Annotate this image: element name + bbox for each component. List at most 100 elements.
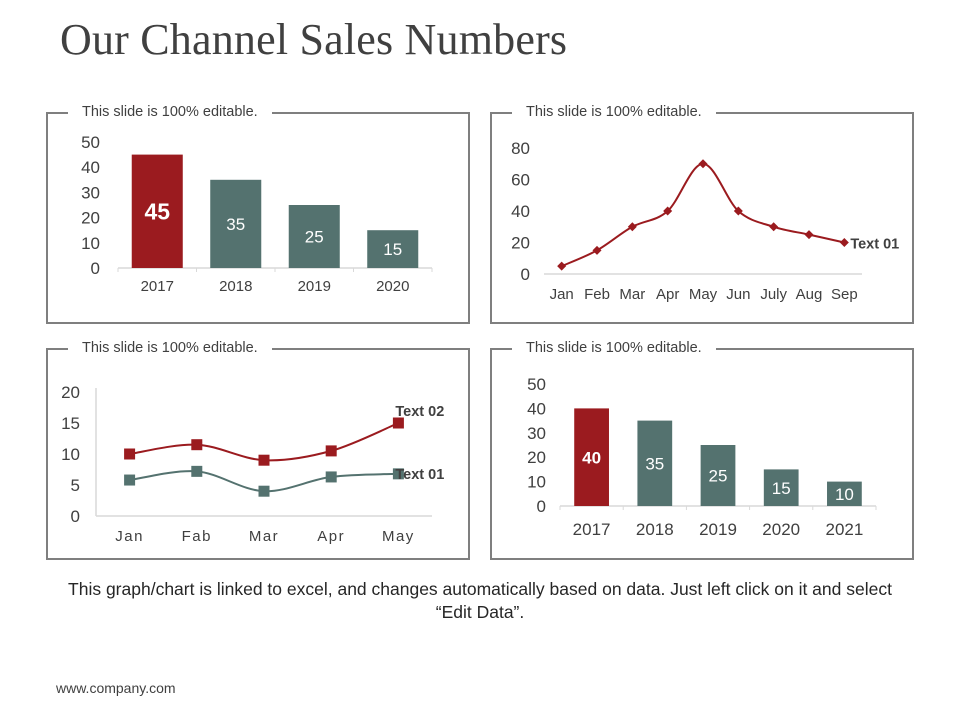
data-point: [663, 206, 673, 216]
x-tick-label: 2020: [762, 520, 800, 539]
x-tick-label: 2021: [825, 520, 863, 539]
data-point: [557, 261, 567, 271]
y-tick-label: 40: [527, 399, 546, 418]
data-point: [191, 465, 203, 477]
x-tick-label: 2017: [573, 520, 611, 539]
data-point: [769, 222, 779, 232]
x-tick-label: Jan: [115, 528, 144, 545]
panel-label: This slide is 100% editable.: [68, 103, 272, 121]
bar: [288, 205, 340, 268]
x-tick-label: 2018: [219, 278, 252, 295]
series-line: [561, 162, 845, 268]
x-tick-label: July: [760, 286, 787, 303]
bar-chart-panel-4[interactable]: This slide is 100% editable. 0 10 20 30 40 50…: [490, 339, 916, 562]
y-tick-label: 5: [71, 476, 80, 495]
data-point: [392, 417, 404, 429]
data-point: [627, 222, 637, 232]
y-tick-label: 40: [81, 158, 100, 177]
x-tick-label: Apr: [656, 286, 679, 303]
y-tick-label: 40: [511, 202, 530, 221]
x-tick-label: Sep: [831, 286, 858, 303]
bar-data-label: 35: [226, 215, 245, 234]
y-tick-label: 10: [527, 473, 546, 492]
bar-data-label: 15: [383, 240, 402, 259]
y-tick-label: 0: [71, 507, 80, 526]
x-tick-label: May: [689, 286, 718, 303]
line-chart-2[interactable]: 0 20 40 60 80 Jan Feb Mar Apr May Jun July Aug Sep Tex…: [492, 114, 916, 326]
y-tick-label: 0: [537, 497, 546, 516]
data-point: [839, 238, 849, 247]
line-chart-3[interactable]: 0 5 10 15 20 Jan Fab Mar Apr May Text 02 Text 01: [48, 350, 472, 562]
bar-data-label: 35: [645, 454, 664, 473]
bar-data-label: 10: [835, 485, 854, 504]
bar: [700, 445, 736, 506]
y-tick-label: 60: [511, 171, 530, 190]
footer-note: This graph/chart is linked to excel, and…: [68, 579, 892, 622]
company-url[interactable]: www.company.com: [56, 680, 176, 696]
x-tick-label: Jan: [550, 286, 574, 303]
bar: [574, 408, 609, 506]
x-tick-label: 2019: [699, 520, 737, 539]
data-point: [392, 468, 404, 480]
data-point: [191, 439, 203, 451]
x-tick-label: 2019: [298, 278, 331, 295]
x-tick-label: Fab: [182, 528, 212, 545]
x-tick-label: Mar: [249, 528, 279, 545]
bar-data-label: 15: [772, 479, 791, 498]
x-tick-label: 2017: [141, 278, 174, 295]
x-tick-label: 2020: [376, 278, 409, 295]
data-point: [804, 230, 814, 240]
data-point: [733, 206, 743, 216]
series-label: Text 02: [395, 404, 444, 420]
bar: [827, 481, 862, 506]
series-label: Text 01: [850, 237, 899, 253]
x-tick-label: Mar: [619, 286, 645, 303]
x-tick-label: Jun: [726, 286, 750, 303]
data-point: [698, 159, 708, 169]
bar: [763, 469, 799, 506]
bar-data-label: 25: [709, 467, 728, 486]
panel-label: This slide is 100% editable.: [512, 339, 716, 357]
bar: [210, 179, 262, 268]
data-point: [325, 445, 337, 457]
data-point: [124, 474, 136, 486]
bar-chart-1[interactable]: 0 10 20 30 40 50 45 2017 35 2018 25 2019 15 2020: [48, 114, 472, 326]
bar: [637, 420, 673, 506]
y-tick-label: 20: [61, 383, 80, 402]
line-chart-panel-2[interactable]: This slide is 100% editable. 0 20 40 60 80 Ja…: [490, 103, 916, 326]
bar: [367, 230, 419, 268]
series-label: Text 01: [395, 467, 444, 483]
x-tick-label: Apr: [317, 528, 345, 545]
x-tick-label: 2018: [636, 520, 674, 539]
bar: [131, 154, 183, 268]
x-tick-label: May: [382, 528, 415, 545]
slide-title: Our Channel Sales Numbers: [60, 15, 568, 64]
y-tick-label: 10: [81, 234, 100, 253]
data-point: [258, 485, 270, 497]
data-point: [258, 454, 270, 466]
panel-label: This slide is 100% editable.: [512, 103, 716, 121]
bar-data-label: 25: [305, 228, 324, 247]
y-tick-label: 0: [91, 259, 100, 278]
bar-chart-panel-1[interactable]: This slide is 100% editable. 0 10 20 30 40 50…: [46, 103, 472, 326]
y-tick-label: 0: [521, 265, 530, 284]
y-tick-label: 50: [527, 375, 546, 394]
data-point: [325, 471, 337, 483]
line-chart-panel-3[interactable]: This slide is 100% editable. 0 5 10 15 20 Jan…: [46, 339, 472, 562]
data-point: [592, 245, 602, 255]
y-tick-label: 15: [61, 414, 80, 433]
x-tick-label: Feb: [584, 286, 610, 303]
y-tick-label: 80: [511, 139, 530, 158]
data-point: [124, 448, 136, 460]
y-tick-label: 50: [81, 133, 100, 152]
bar-data-label: 40: [582, 448, 601, 467]
panel-label: This slide is 100% editable.: [68, 339, 272, 357]
x-tick-label: Aug: [796, 286, 823, 303]
y-tick-label: 20: [511, 234, 530, 253]
y-tick-label: 30: [81, 183, 100, 202]
bar-data-label: 45: [144, 199, 170, 225]
y-tick-label: 10: [61, 445, 80, 464]
y-tick-label: 30: [527, 424, 546, 443]
y-tick-label: 20: [527, 448, 546, 467]
bar-chart-4[interactable]: 0 10 20 30 40 50 40 2017 35 2018 25 2019 15 2020 10 202…: [492, 350, 916, 562]
